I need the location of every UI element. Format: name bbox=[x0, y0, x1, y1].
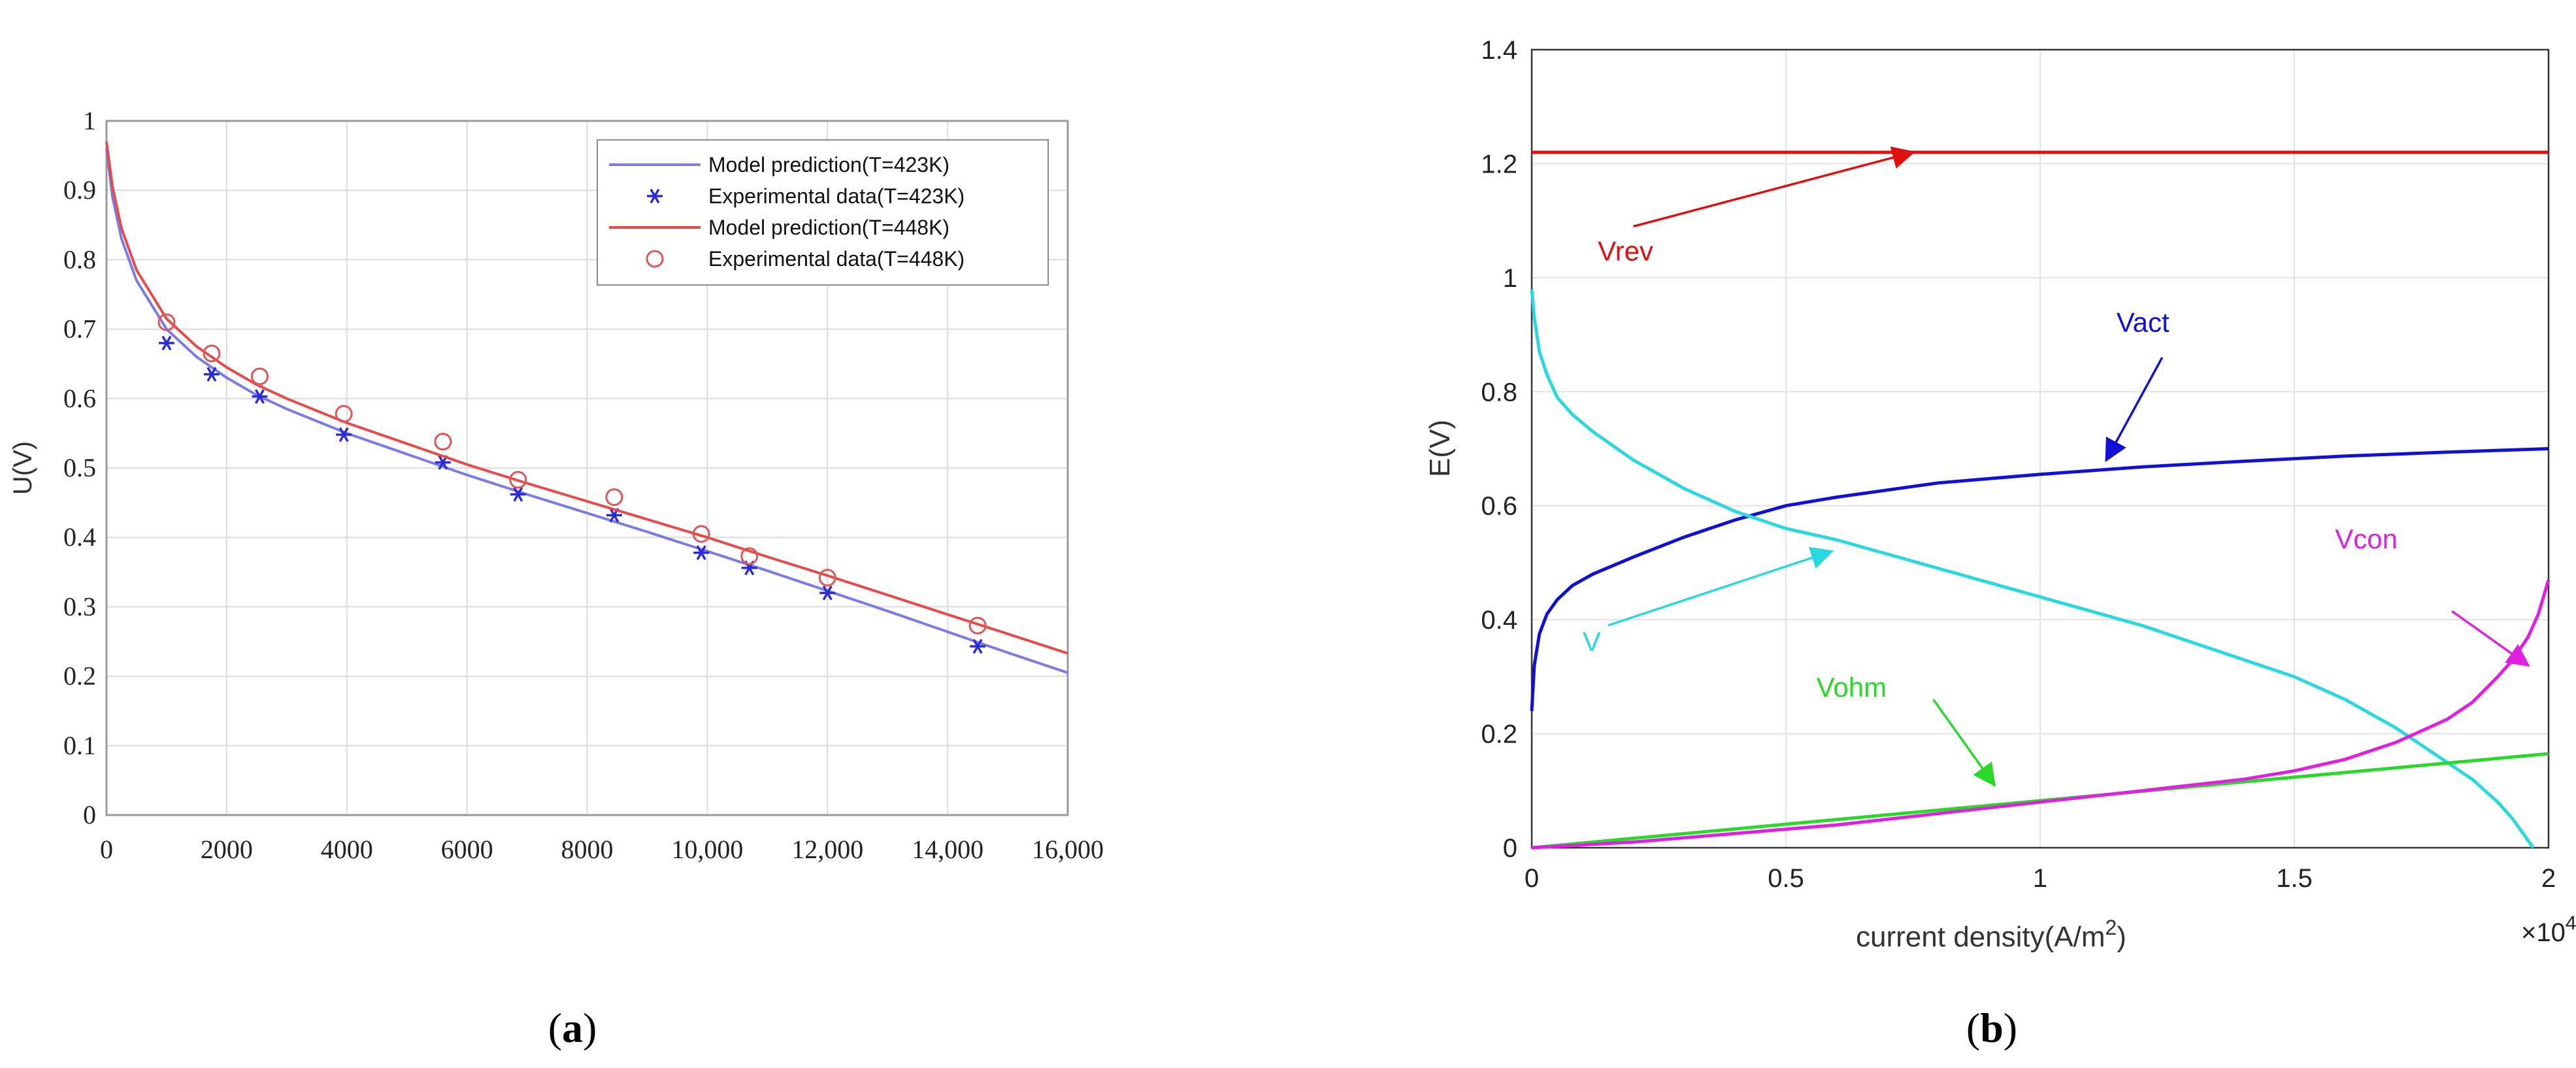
data-point-experimental-data-t-423k bbox=[203, 367, 220, 382]
chart-a-x-tick-label: 4000 bbox=[321, 835, 373, 864]
legend-swatch-experimental-data-t-448k bbox=[646, 250, 664, 268]
series-line-model-prediction-t-448k bbox=[105, 141, 1068, 655]
chart-a-x-tick-label: 12,000 bbox=[791, 835, 863, 864]
chart-b-y-tick-label: 0 bbox=[1503, 834, 1517, 863]
chart-a-x-tick-label: 2000 bbox=[201, 835, 253, 864]
annotation-arrow-vcon bbox=[2451, 610, 2530, 667]
legend-label-experimental-data-t-423k: Experimental data(T=423K) bbox=[708, 184, 965, 208]
data-point-experimental-data-t-423k bbox=[510, 487, 526, 502]
chart-a-y-tick-label: 1 bbox=[83, 106, 96, 135]
chart-b-annotations: Vrev Vact V Vohm Vcon bbox=[1583, 146, 2530, 787]
data-point-experimental-data-t-423k bbox=[970, 639, 986, 654]
chart-b-x-tick-label: 1.5 bbox=[2276, 864, 2313, 893]
chart-a-x-tick-label: 10,000 bbox=[671, 835, 743, 864]
data-point-experimental-data-t-423k bbox=[336, 427, 352, 442]
chart-a-y-tick-label: 0.1 bbox=[63, 731, 96, 760]
data-point-experimental-data-t-448k bbox=[509, 471, 527, 489]
annotation-label-v: V bbox=[1583, 626, 1601, 657]
chart-a-y-tick-label: 0.7 bbox=[63, 314, 96, 344]
chart-b-x-tick-label: 0.5 bbox=[1768, 864, 1804, 893]
data-point-experimental-data-t-448k bbox=[250, 367, 269, 386]
chart-b-x-tick-label: 0 bbox=[1525, 864, 1539, 893]
panel-label-b: (b) bbox=[1966, 1005, 2017, 1051]
chart-b-y-tick-label: 0.6 bbox=[1481, 492, 1517, 521]
chart-a-x-tick-label: 8000 bbox=[561, 835, 614, 864]
chart-a-plot-frame bbox=[105, 120, 1069, 816]
chart-a-x-tick-label: 0 bbox=[100, 835, 113, 864]
panel-label-a: (a) bbox=[548, 1005, 597, 1051]
series-line-v bbox=[1530, 289, 2535, 849]
chart-b-y-tick-label: 0.4 bbox=[1481, 606, 1517, 635]
chart-b-y-ticks: 0 0.2 0.4 0.6 0.8 1 1.2 1.4 bbox=[1481, 36, 1517, 863]
legend-swatch-experimental-data-t-423k bbox=[647, 188, 663, 204]
annotation-label-vact: Vact bbox=[2117, 307, 2170, 338]
chart-a-y-tick-label: 0.8 bbox=[63, 244, 96, 274]
data-point-experimental-data-t-448k bbox=[335, 405, 353, 423]
chart-a-y-tick-label: 0.3 bbox=[63, 592, 96, 621]
chart-b-y-axis-label: E(V) bbox=[1424, 420, 1456, 477]
data-point-experimental-data-t-448k bbox=[203, 344, 221, 363]
legend-label-model-prediction-t-448k: Model prediction(T=448K) bbox=[708, 216, 949, 239]
chart-b-series bbox=[1530, 150, 2551, 850]
chart-a-legend: Model prediction(T=423K) Experimental dat… bbox=[597, 139, 1049, 286]
chart-a-y-tick-label: 0 bbox=[83, 800, 96, 829]
chart-b-y-tick-label: 1.4 bbox=[1481, 36, 1517, 65]
data-point-experimental-data-t-423k bbox=[693, 545, 710, 560]
data-point-experimental-data-t-448k bbox=[605, 488, 623, 507]
chart-a-x-tick-label: 16,000 bbox=[1032, 835, 1104, 864]
chart-a-y-tick-label: 0.2 bbox=[63, 661, 96, 691]
annotation-arrow-vohm bbox=[1932, 699, 1996, 787]
chart-b-x-axis-label: current density(A/m2) bbox=[1856, 916, 2126, 953]
chart-b-y-tick-label: 1 bbox=[1503, 264, 1517, 293]
chart-b-x-tick-label: 1 bbox=[2033, 864, 2047, 893]
legend-label-model-prediction-t-423k: Model prediction(T=423K) bbox=[708, 153, 949, 176]
chart-a-x-tick-label: 14,000 bbox=[912, 835, 983, 864]
annotation-arrow-vact bbox=[2105, 357, 2164, 463]
data-point-experimental-data-t-448k bbox=[157, 313, 176, 331]
chart-b-x-tick-label: 2 bbox=[2541, 864, 2556, 893]
chart-a-x-tick-label: 6000 bbox=[441, 835, 493, 864]
annotation-arrow-vrev bbox=[1633, 146, 1915, 228]
annotation-arrow-v bbox=[1608, 546, 1834, 627]
chart-a-y-tick-label: 0.4 bbox=[63, 522, 96, 552]
legend-label-experimental-data-t-448k: Experimental data(T=448K) bbox=[708, 247, 965, 271]
data-point-experimental-data-t-448k bbox=[818, 569, 836, 587]
data-point-experimental-data-t-423k bbox=[819, 585, 836, 601]
chart-b-y-tick-label: 1.2 bbox=[1481, 150, 1517, 178]
chart-b-y-tick-label: 0.8 bbox=[1481, 378, 1517, 407]
data-point-experimental-data-t-423k bbox=[252, 389, 268, 404]
data-point-experimental-data-t-423k bbox=[158, 335, 174, 351]
data-point-experimental-data-t-448k bbox=[968, 616, 987, 635]
chart-a-x-ticks: 0 2000 4000 6000 8000 10,000 12,000 14,000 16,00… bbox=[100, 835, 1104, 864]
chart-b-x-ticks: 0 0.5 1 1.5 2 bbox=[1525, 864, 2556, 893]
chart-a-series bbox=[105, 141, 1068, 675]
chart-a: 0 2000 4000 6000 8000 10,000 12,000 14,000 16,00… bbox=[8, 106, 1104, 864]
chart-a-y-ticks: 0 0.1 0.2 0.3 0.4 0.5 0.6 0.7 0.8 0.9 1 bbox=[63, 106, 96, 829]
chart-a-y-tick-label: 0.9 bbox=[63, 175, 96, 205]
chart-a-y-tick-label: 0.6 bbox=[63, 384, 96, 413]
series-line-model-prediction-t-423k bbox=[105, 148, 1068, 675]
data-point-experimental-data-t-448k bbox=[740, 547, 759, 565]
annotation-label-vcon: Vcon bbox=[2335, 524, 2398, 554]
annotation-label-vohm: Vohm bbox=[1817, 672, 1887, 703]
chart-a-y-tick-label: 0.5 bbox=[63, 453, 96, 482]
series-line-vact bbox=[1530, 447, 2549, 711]
chart-b: 0 0.5 1 1.5 2 0 0.2 0.4 0.6 0.8 1 1.2 1.4 ×104 curr… bbox=[1424, 36, 2576, 953]
chart-b-x-multiplier: ×104 bbox=[2521, 912, 2576, 947]
chart-b-y-tick-label: 0.2 bbox=[1481, 720, 1517, 749]
chart-a-y-axis-label: U(V) bbox=[8, 441, 37, 495]
annotation-label-vrev: Vrev bbox=[1598, 236, 1653, 267]
data-point-experimental-data-t-448k bbox=[692, 525, 710, 543]
data-point-experimental-data-t-448k bbox=[434, 433, 452, 451]
